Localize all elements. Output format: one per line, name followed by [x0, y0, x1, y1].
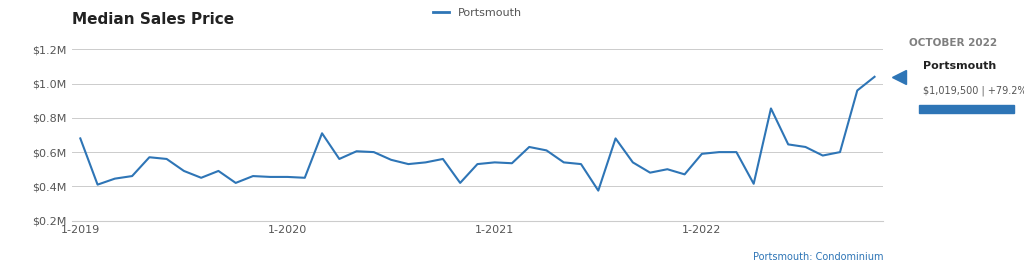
Text: Median Sales Price: Median Sales Price [72, 12, 233, 27]
Text: Portsmouth: Portsmouth [923, 61, 996, 70]
Text: OCTOBER 2022: OCTOBER 2022 [909, 38, 997, 48]
Text: $1,019,500 | +79.2%: $1,019,500 | +79.2% [923, 85, 1024, 95]
Bar [920, 105, 1014, 113]
Text: Portsmouth: Condominium: Portsmouth: Condominium [753, 252, 883, 262]
Legend: Portsmouth: Portsmouth [428, 4, 526, 23]
